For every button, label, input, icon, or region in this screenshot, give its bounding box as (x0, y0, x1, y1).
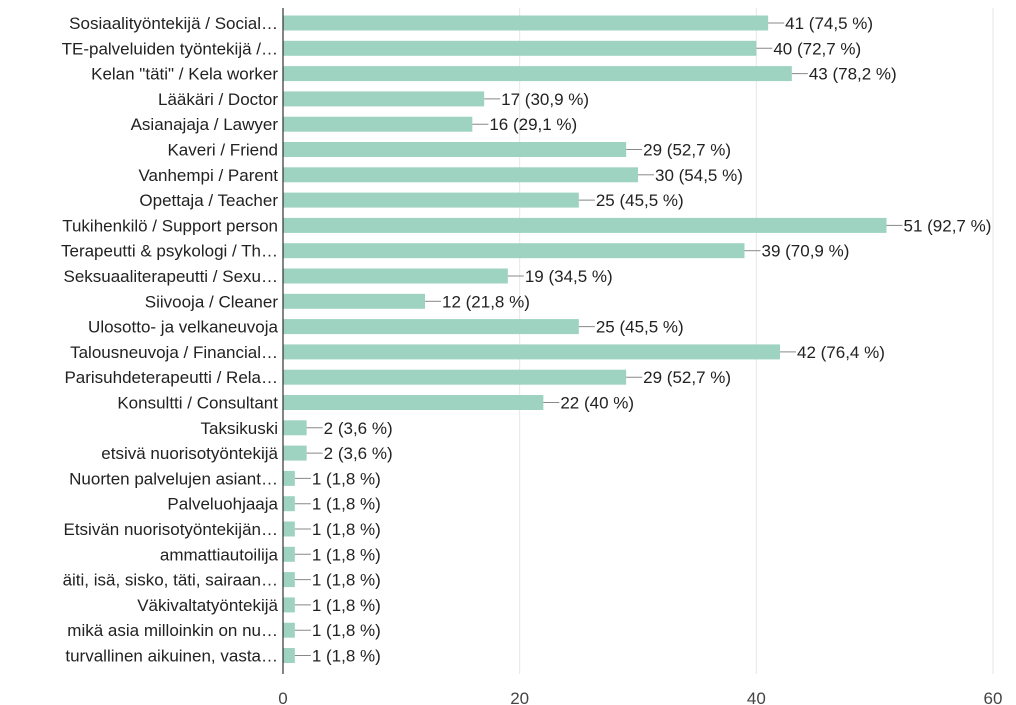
value-label-16: 2 (3,6 %) (324, 419, 393, 438)
category-label-7: Opettaja / Teacher (139, 191, 278, 210)
bar-1 (283, 40, 757, 56)
x-tick-label-1: 20 (510, 689, 529, 705)
value-label-14: 29 (52,7 %) (643, 368, 731, 387)
category-label-8: Tukihenkilö / Support person (62, 216, 278, 235)
value-labels: 41 (74,5 %) 40 (72,7 %) 43 (78,2 %) 17 (30,… (312, 14, 992, 666)
value-label-0: 41 (74,5 %) (785, 14, 873, 33)
value-label-8: 51 (92,7 %) (904, 216, 992, 235)
value-label-17: 2 (3,6 %) (324, 444, 393, 463)
category-label-13: Talousneuvoja / Financial… (70, 343, 278, 362)
value-label-24: 1 (1,8 %) (312, 621, 381, 640)
bar-23 (283, 597, 295, 613)
bar-5 (283, 142, 627, 157)
bars (283, 15, 887, 663)
category-label-20: Etsivän nuorisotyöntekijän… (63, 520, 278, 539)
category-label-0: Sosiaalityöntekijä / Social… (69, 14, 278, 33)
value-label-10: 19 (34,5 %) (525, 267, 613, 286)
value-label-21: 1 (1,8 %) (312, 545, 381, 564)
x-tick-label-2: 40 (747, 689, 766, 705)
bar-19 (283, 496, 295, 512)
category-label-2: Kelan "täti" / Kela worker (91, 65, 278, 84)
value-label-18: 1 (1,8 %) (312, 469, 381, 488)
value-label-9: 39 (70,9 %) (762, 242, 850, 261)
bar-2 (283, 66, 792, 82)
bar-3 (283, 91, 485, 107)
category-label-6: Vanhempi / Parent (138, 166, 278, 185)
value-label-23: 1 (1,8 %) (312, 596, 381, 615)
category-label-10: Seksuaaliterapeutti / Sexu… (63, 267, 278, 286)
value-label-1: 40 (72,7 %) (773, 39, 861, 58)
category-label-23: Väkivaltatyöntekijä (137, 596, 278, 615)
bar-9 (283, 243, 745, 259)
category-label-12: Ulosotto- ja velkaneuvoja (88, 318, 278, 337)
bar-15 (283, 395, 544, 410)
value-label-22: 1 (1,8 %) (312, 571, 381, 590)
category-label-21: ammattiautoilija (160, 545, 279, 564)
category-labels: Sosiaalityöntekijä / Social… TE-palveluid… (61, 14, 279, 666)
grid-lines (519, 8, 994, 674)
category-label-19: Palveluohjaaja (167, 495, 278, 514)
bar-12 (283, 319, 579, 335)
value-label-2: 43 (78,2 %) (809, 65, 897, 84)
bar-8 (283, 217, 887, 233)
bar-6 (283, 167, 638, 183)
bar-4 (283, 116, 473, 132)
bar-20 (283, 521, 295, 537)
value-label-20: 1 (1,8 %) (312, 520, 381, 539)
category-label-9: Terapeutti & psykologi / Th… (61, 242, 278, 261)
value-label-12: 25 (45,5 %) (596, 318, 684, 337)
bar-18 (283, 470, 295, 486)
category-label-5: Kaveri / Friend (167, 141, 278, 160)
x-tick-label-0: 0 (278, 689, 287, 705)
bar-10 (283, 268, 508, 284)
bar-13 (283, 344, 780, 360)
bar-21 (283, 546, 295, 562)
bar-0 (283, 15, 769, 31)
value-label-4: 16 (29,1 %) (489, 115, 577, 134)
category-label-17: etsivä nuorisotyöntekijä (101, 444, 278, 463)
value-label-15: 22 (40 %) (560, 394, 634, 413)
category-label-4: Asianajaja / Lawyer (131, 115, 279, 134)
x-tick-label-3: 60 (984, 689, 1003, 705)
category-label-1: TE-palveluiden työntekijä /… (62, 39, 278, 58)
category-label-16: Taksikuski (201, 419, 278, 438)
value-label-25: 1 (1,8 %) (312, 647, 381, 666)
category-label-22: äiti, isä, sisko, täti, sairaan… (63, 571, 278, 590)
value-label-5: 29 (52,7 %) (643, 141, 731, 160)
category-label-25: turvallinen aikuinen, vasta… (65, 647, 278, 666)
bar-11 (283, 293, 425, 309)
value-label-3: 17 (30,9 %) (501, 90, 589, 109)
value-label-13: 42 (76,4 %) (797, 343, 885, 362)
bar-16 (283, 420, 307, 436)
category-label-15: Konsultti / Consultant (117, 394, 278, 413)
value-label-11: 12 (21,8 %) (442, 292, 530, 311)
value-label-19: 1 (1,8 %) (312, 495, 381, 514)
bar-22 (283, 572, 295, 588)
value-label-6: 30 (54,5 %) (655, 166, 743, 185)
bar-17 (283, 445, 307, 461)
category-label-11: Siivooja / Cleaner (145, 292, 279, 311)
category-label-18: Nuorten palvelujen asiant… (69, 469, 278, 488)
category-label-24: mikä asia milloinkin on nu… (67, 621, 278, 640)
value-label-7: 25 (45,5 %) (596, 191, 684, 210)
category-label-14: Parisuhdeterapeutti / Rela… (64, 368, 278, 387)
x-tick-labels: 0 20 40 60 (278, 689, 1002, 705)
bar-14 (283, 369, 627, 385)
category-label-3: Lääkäri / Doctor (158, 90, 278, 109)
bar-7 (283, 192, 579, 208)
value-leaders (294, 22, 903, 656)
bar-25 (283, 648, 295, 663)
bar-24 (283, 622, 295, 638)
